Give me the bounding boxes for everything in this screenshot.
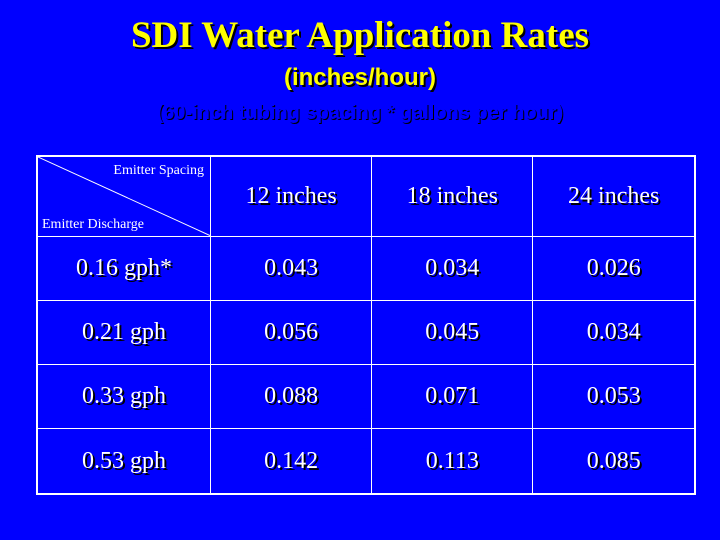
table-row: 0.33 gph 0.088 0.071 0.053 <box>36 363 696 430</box>
table-row: 0.53 gph 0.142 0.113 0.085 <box>36 428 696 495</box>
table-row: 0.16 gph* 0.043 0.034 0.026 <box>36 235 696 301</box>
table-cell: 0.088 <box>209 363 373 430</box>
column-header-24-inches: 24 inches <box>532 155 696 237</box>
row-header: 0.21 gph <box>36 299 211 365</box>
slide-note: (60-inch tubing spacing * gallons per ho… <box>156 102 564 124</box>
emitter-spacing-label: Emitter Spacing <box>113 163 204 178</box>
slide-title: SDI Water Application Rates <box>130 15 590 56</box>
table-header-row: Emitter Spacing Emitter Discharge 12 inc… <box>36 155 696 237</box>
slide-subtitle: (inches/hour) <box>283 64 436 91</box>
table-cell: 0.056 <box>209 299 373 365</box>
table-cell: 0.142 <box>209 428 373 495</box>
corner-diagonal-line <box>38 157 210 236</box>
table-corner-cell: Emitter Spacing Emitter Discharge <box>36 155 211 237</box>
table-cell: 0.053 <box>532 363 696 430</box>
table-row: 0.21 gph 0.056 0.045 0.034 <box>36 299 696 365</box>
table-cell: 0.034 <box>532 299 696 365</box>
table-cell: 0.071 <box>371 363 534 430</box>
row-header: 0.33 gph <box>36 363 211 430</box>
table-cell: 0.034 <box>371 235 534 301</box>
table-cell: 0.043 <box>209 235 373 301</box>
table-cell: 0.026 <box>532 235 696 301</box>
table-cell: 0.045 <box>371 299 534 365</box>
table-cell: 0.113 <box>371 428 534 495</box>
row-header: 0.53 gph <box>36 428 211 495</box>
table-cell: 0.085 <box>532 428 696 495</box>
emitter-discharge-label: Emitter Discharge <box>42 216 144 232</box>
column-header-12-inches: 12 inches <box>209 155 373 237</box>
row-header: 0.16 gph* <box>36 235 211 301</box>
application-rates-table: Emitter Spacing Emitter Discharge 12 inc… <box>36 155 696 495</box>
column-header-18-inches: 18 inches <box>371 155 534 237</box>
